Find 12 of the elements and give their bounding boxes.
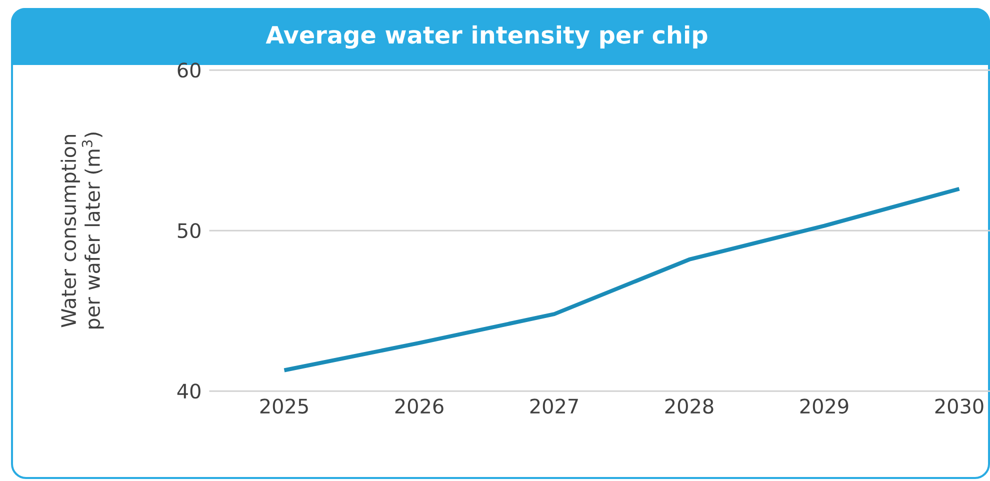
x-tick-label: 2028 (665, 398, 714, 414)
y-axis-title: Water consumption per wafer later (m$^{3}$) (60, 132, 104, 328)
chart-title: Average water intensity per chip (266, 25, 708, 49)
line-series (282, 186, 962, 372)
x-tick-label: 2027 (530, 398, 578, 414)
y-tick-label: 50 (178, 223, 200, 238)
x-tick-label: 2029 (800, 398, 848, 414)
x-tick-label: 2030 (935, 398, 984, 414)
x-tick-label: 2026 (395, 398, 444, 414)
y-tick-label: 40 (177, 384, 200, 399)
x-tick-label: 2025 (260, 398, 308, 414)
y-tick-label: 60 (178, 62, 200, 78)
